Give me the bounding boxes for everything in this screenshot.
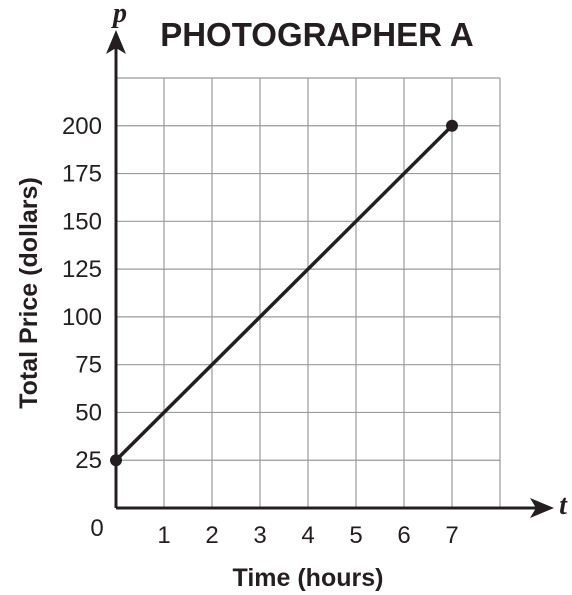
x-tick-label: 5 [349, 522, 362, 549]
y-axis-arrow-icon [106, 30, 126, 54]
x-tick-label: 3 [253, 522, 266, 549]
y-tick-label: 25 [75, 447, 102, 474]
x-axis-title: Time (hours) [233, 564, 384, 592]
data-point [110, 454, 122, 467]
y-variable-label: p [111, 0, 127, 29]
axes [106, 30, 554, 518]
y-axis-title: Total Price (dollars) [15, 177, 43, 409]
y-tick-label: 50 [75, 399, 102, 426]
data-point [446, 119, 458, 132]
x-tick-label: 6 [397, 522, 410, 549]
y-tick-label: 75 [75, 352, 102, 379]
y-tick-labels: 25 50 75 100 125 150 175 200 [62, 113, 102, 474]
x-tick-label: 7 [445, 522, 458, 549]
y-tick-label: 200 [62, 113, 102, 140]
grid [116, 77, 501, 508]
x-tick-label: 4 [301, 522, 314, 549]
series-line [114, 124, 454, 462]
chart-title: PHOTOGRAPHER A [160, 16, 474, 53]
x-variable-label: t [559, 490, 568, 521]
x-tick-label: 1 [157, 522, 170, 549]
x-axis-arrow-icon [530, 498, 554, 518]
series [110, 119, 458, 467]
y-tick-label: 175 [62, 161, 102, 188]
y-tick-label: 100 [62, 304, 102, 331]
y-tick-label: 150 [62, 208, 102, 235]
x-tick-label: 2 [205, 522, 218, 549]
y-tick-label: 125 [62, 256, 102, 283]
x-tick-labels: 1 2 3 4 5 6 7 [157, 522, 458, 549]
origin-label: 0 [90, 515, 103, 542]
